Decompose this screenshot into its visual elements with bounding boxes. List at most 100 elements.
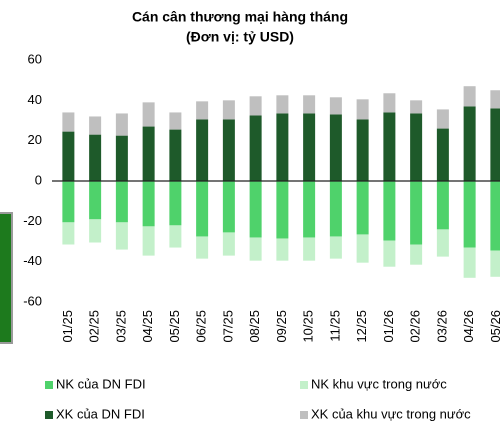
bar-segment: [303, 95, 316, 114]
bar-segment: [115, 113, 128, 136]
bar-segment: [196, 181, 209, 237]
bar-segment: [196, 236, 209, 259]
bar-segment: [356, 234, 369, 263]
y-tick-label: -20: [23, 213, 42, 228]
side-panel: [0, 212, 13, 344]
bar-segment: [276, 113, 289, 181]
bar-segment: [490, 108, 500, 181]
legend-swatch: [300, 411, 308, 419]
bar-segment: [329, 114, 342, 181]
bar-segment: [115, 181, 128, 223]
bar-segment: [410, 244, 423, 265]
bar-segment: [356, 181, 369, 235]
x-tick-label: 04/26: [461, 310, 476, 343]
bar-segment: [142, 102, 155, 127]
legend-label: NK của DN FDI: [56, 376, 146, 391]
bar-segment: [436, 181, 449, 230]
chart-title: Cán cân thương mại hàng tháng: [132, 9, 348, 25]
chart-subtitle: (Đơn vị: tỷ USD): [186, 29, 294, 45]
x-tick-label: 12/25: [354, 310, 369, 343]
bar-segment: [329, 97, 342, 115]
bar-segment: [222, 232, 235, 256]
bar-segment: [436, 128, 449, 181]
y-tick-label: 0: [35, 172, 42, 187]
bar-segment: [249, 96, 262, 116]
bar-segment: [383, 240, 396, 267]
bar-segment: [463, 247, 476, 278]
y-tick-label: 40: [28, 92, 42, 107]
bar-segment: [329, 181, 342, 237]
bar-segment: [142, 226, 155, 256]
bar-segment: [410, 100, 423, 114]
bar-segment: [436, 229, 449, 257]
bar-segment: [142, 126, 155, 181]
x-tick-label: 02/26: [408, 310, 423, 343]
bar-segment: [222, 181, 235, 233]
bar-segment: [463, 86, 476, 107]
bar-segment: [383, 181, 396, 241]
x-tick-label: 06/25: [194, 310, 209, 343]
bar-segment: [169, 129, 182, 181]
x-tick-label: 01/25: [60, 310, 75, 343]
bar-segment: [303, 181, 316, 238]
bar-segment: [249, 237, 262, 261]
bar-segment: [196, 101, 209, 120]
bar-segment: [62, 112, 75, 132]
bar-segment: [463, 181, 476, 248]
x-tick-label: 04/25: [140, 310, 155, 343]
bar-segment: [196, 119, 209, 181]
x-tick-label: 11/25: [327, 310, 342, 342]
bar-segment: [383, 112, 396, 181]
x-tick-label: 09/25: [274, 310, 289, 343]
bar-segment: [303, 113, 316, 181]
bar-segment: [436, 109, 449, 129]
x-tick-label: 03/25: [113, 310, 128, 343]
bar-segment: [383, 93, 396, 113]
x-tick-label: 10/25: [301, 310, 316, 343]
legend-swatch: [45, 411, 53, 419]
x-tick-label: 05/25: [167, 310, 182, 343]
bar-segment: [410, 181, 423, 245]
bar-segment: [169, 181, 182, 226]
bar-segment: [276, 181, 289, 239]
bar-segment: [490, 181, 500, 251]
x-tick-label: 01/26: [381, 310, 396, 343]
bar-segment: [490, 250, 500, 277]
legend-label: NK khu vực trong nước: [311, 376, 447, 391]
x-tick-label: 05/26: [488, 310, 500, 343]
bar-segment: [62, 131, 75, 181]
bar-segment: [115, 135, 128, 181]
legend-label: XK của khu vực trong nước: [311, 406, 471, 421]
y-tick-label: -40: [23, 253, 42, 268]
bar-segment: [89, 219, 102, 243]
bar-segment: [276, 238, 289, 261]
bar-segment: [89, 134, 102, 181]
legend-swatch: [45, 381, 53, 389]
y-tick-label: 60: [28, 51, 42, 66]
bar-segment: [62, 222, 75, 245]
bar-segment: [222, 100, 235, 120]
bar-segment: [169, 112, 182, 130]
y-tick-label: -60: [23, 293, 42, 308]
bar-segment: [89, 181, 102, 220]
legend-swatch: [300, 381, 308, 389]
bar-segment: [169, 225, 182, 248]
x-tick-label: 03/26: [434, 310, 449, 343]
bar-segment: [329, 236, 342, 259]
bar-segment: [490, 90, 500, 109]
bar-segment: [222, 119, 235, 181]
bar-segment: [89, 116, 102, 135]
bar-segment: [356, 119, 369, 181]
x-tick-label: 07/25: [220, 310, 235, 343]
y-tick-label: 20: [28, 132, 42, 147]
bar-segment: [115, 222, 128, 250]
bar-segment: [303, 237, 316, 261]
bar-segment: [62, 181, 75, 223]
bar-segment: [463, 106, 476, 181]
bar-segment: [276, 95, 289, 114]
bar-segment: [249, 181, 262, 238]
legend-label: XK của DN FDI: [56, 406, 145, 421]
bar-segment: [249, 115, 262, 181]
bar-segment: [410, 113, 423, 181]
